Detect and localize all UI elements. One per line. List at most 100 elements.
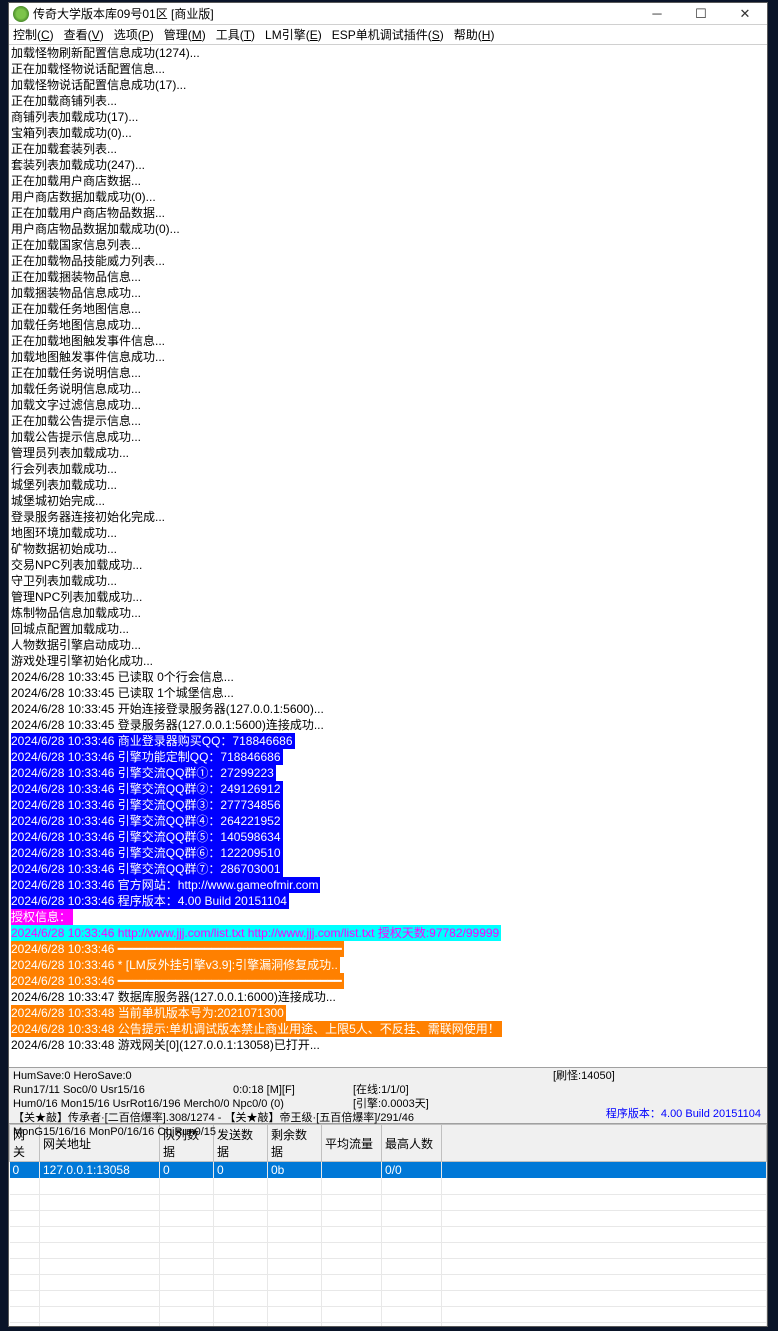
log-line: 2024/6/28 10:33:45 已读取 1个城堡信息... [11, 685, 765, 701]
log-line: 2024/6/28 10:33:45 开始连接登录服务器(127.0.0.1:5… [11, 701, 765, 717]
log-line: 正在加载怪物说话配置信息... [11, 61, 765, 77]
log-line: 加载文字过滤信息成功... [11, 397, 765, 413]
menu-item-h[interactable]: 帮助(H) [454, 26, 495, 43]
menu-item-s[interactable]: ESP单机调试插件(S) [332, 26, 444, 43]
cell-max: 0/0 [382, 1162, 442, 1179]
app-window: 传奇大学版本库09号01区 [商业版] ─ ☐ ✕ 控制(C) 查看(V) 选项(P… [8, 2, 768, 1327]
table-row [10, 1290, 767, 1306]
minimize-button[interactable]: ─ [635, 3, 679, 25]
log-line: 人物数据引擎启动成功... [11, 637, 765, 653]
log-line: 正在加载国家信息列表... [11, 237, 765, 253]
log-line: 2024/6/28 10:33:46 官方网站：http://www.gameo… [11, 877, 765, 893]
log-line: 行会列表加载成功... [11, 461, 765, 477]
menu-item-t[interactable]: 工具(T) [216, 26, 255, 43]
status-refresh: [刷怪:14050] [553, 1069, 615, 1083]
log-line: 交易NPC列表加载成功... [11, 557, 765, 573]
close-button[interactable]: ✕ [723, 3, 767, 25]
log-line: 2024/6/28 10:33:46 * [LM反外挂引擎v3.9]:引擎漏洞修… [11, 957, 765, 973]
status-engine: [引擎:0.0003天] [353, 1097, 429, 1111]
log-line: 游戏处理引擎初始化成功... [11, 653, 765, 669]
log-line: 2024/6/28 10:33:46 程序版本：4.00 Build 20151… [11, 893, 765, 909]
table-row [10, 1210, 767, 1226]
log-line: 管理NPC列表加载成功... [11, 589, 765, 605]
log-line: 授权信息： [11, 909, 765, 925]
log-line: 2024/6/28 10:33:46 引擎交流QQ群②：249126912 [11, 781, 765, 797]
status-keys: 【关★敲】传承者·[二百倍爆率].308/1274 - 【关★敲】帝王级·[五百… [13, 1111, 414, 1125]
log-line: 加载地图触发事件信息成功... [11, 349, 765, 365]
log-line: 正在加载公告提示信息... [11, 413, 765, 429]
table-row [10, 1226, 767, 1242]
log-line: 2024/6/28 10:33:46 引擎功能定制QQ：718846686 [11, 749, 765, 765]
log-line: 守卫列表加载成功... [11, 573, 765, 589]
table-row [10, 1258, 767, 1274]
cell-r: 0b [268, 1162, 322, 1179]
log-line: 2024/6/28 10:33:45 登录服务器(127.0.0.1:5600)… [11, 717, 765, 733]
log-line: 2024/6/28 10:33:46 引擎交流QQ群⑦：286703001 [11, 861, 765, 877]
log-line: 用户商店数据加载成功(0)... [11, 189, 765, 205]
log-line: 加载怪物说话配置信息成功(17)... [11, 77, 765, 93]
cell-avg [322, 1162, 382, 1179]
log-line: 炼制物品信息加载成功... [11, 605, 765, 621]
menu-item-e[interactable]: LM引擎(E) [265, 26, 322, 43]
log-line: 套装列表加载成功(247)... [11, 157, 765, 173]
log-line: 2024/6/28 10:33:47 数据库服务器(127.0.0.1:6000… [11, 989, 765, 1005]
log-line: 商铺列表加载成功(17)... [11, 109, 765, 125]
log-line: 2024/6/28 10:33:46 ━━━━━━━━━━━━━━━━━━━━━… [11, 973, 765, 989]
menu-bar: 控制(C) 查看(V) 选项(P) 管理(M) 工具(T) LM引擎(E) ESP单机调试插… [9, 25, 767, 45]
log-line: 矿物数据初始成功... [11, 541, 765, 557]
log-line: 正在加载物品技能威力列表... [11, 253, 765, 269]
cell-q: 0 [160, 1162, 214, 1179]
menu-item-c[interactable]: 控制(C) [13, 26, 54, 43]
gateway-table: 网关网关地址队列数据发送数据剩余数据平均流量最高人数 0127.0.0.1:13… [9, 1124, 767, 1326]
table-row [10, 1178, 767, 1194]
log-line: 正在加载捆装物品信息... [11, 269, 765, 285]
log-line: 2024/6/28 10:33:48 公告提示:单机调试版本禁止商业用途、上限5… [11, 1021, 765, 1037]
log-line: 2024/6/28 10:33:45 已读取 0个行会信息... [11, 669, 765, 685]
log-line: 宝箱列表加载成功(0)... [11, 125, 765, 141]
status-humsave: HumSave:0 HeroSave:0 [13, 1069, 353, 1083]
menu-item-m[interactable]: 管理(M) [164, 26, 206, 43]
window-title: 传奇大学版本库09号01区 [商业版] [33, 5, 635, 22]
menu-item-p[interactable]: 选项(P) [114, 26, 154, 43]
log-line: 正在加载任务说明信息... [11, 365, 765, 381]
menu-item-v[interactable]: 查看(V) [64, 26, 104, 43]
log-line: 2024/6/28 10:33:48 游戏网关[0](127.0.0.1:130… [11, 1037, 765, 1053]
log-line: 正在加载套装列表... [11, 141, 765, 157]
table-row[interactable]: 0127.0.0.1:13058000b0/0 [10, 1162, 767, 1179]
table-row [10, 1274, 767, 1290]
log-line: 正在加载任务地图信息... [11, 301, 765, 317]
log-line: 2024/6/28 10:33:46 商业登录器购买QQ：718846686 [11, 733, 765, 749]
log-line: 加载怪物刷新配置信息成功(1274)... [11, 45, 765, 61]
log-pane[interactable]: 加载怪物刷新配置信息成功(1274)...正在加载怪物说话配置信息...加载怪物… [9, 45, 767, 1067]
log-line: 登录服务器连接初始化完成... [11, 509, 765, 525]
table-row [10, 1306, 767, 1322]
log-line: 地图环境加载成功... [11, 525, 765, 541]
status-blank [353, 1069, 553, 1083]
log-line: 加载捆装物品信息成功... [11, 285, 765, 301]
log-line: 加载任务地图信息成功... [11, 317, 765, 333]
log-line: 管理员列表加载成功... [11, 445, 765, 461]
log-line: 2024/6/28 10:33:46 http://www.jjj.com/li… [11, 925, 765, 941]
table-row [10, 1242, 767, 1258]
log-line: 加载任务说明信息成功... [11, 381, 765, 397]
log-line: 正在加载用户商店物品数据... [11, 205, 765, 221]
app-icon [13, 6, 29, 22]
log-line: 正在加载地图触发事件信息... [11, 333, 765, 349]
status-hum: Hum0/16 Mon15/16 UsrRot16/196 Merch0/0 N… [13, 1097, 353, 1111]
log-line: 城堡城初始完成... [11, 493, 765, 509]
status-run: Run17/11 Soc0/0 Usr15/16 [13, 1083, 233, 1097]
gateway-grid[interactable]: 网关网关地址队列数据发送数据剩余数据平均流量最高人数 0127.0.0.1:13… [9, 1123, 767, 1326]
table-row [10, 1322, 767, 1326]
log-line: 2024/6/28 10:33:48 当前单机版本号为:2021071300 [11, 1005, 765, 1021]
log-line: 城堡列表加载成功... [11, 477, 765, 493]
log-line: 2024/6/28 10:33:46 引擎交流QQ群⑥：122209510 [11, 845, 765, 861]
status-panel: HumSave:0 HeroSave:0 [刷怪:14050] Run17/11… [9, 1067, 767, 1123]
maximize-button[interactable]: ☐ [679, 3, 723, 25]
status-time: 0:0:18 [M][F] [233, 1083, 353, 1097]
log-line: 加载公告提示信息成功... [11, 429, 765, 445]
log-line: 回城点配置加载成功... [11, 621, 765, 637]
title-bar: 传奇大学版本库09号01区 [商业版] ─ ☐ ✕ [9, 3, 767, 25]
table-row [10, 1194, 767, 1210]
status-online: [在线:1/1/0] [353, 1083, 409, 1097]
cell-s: 0 [214, 1162, 268, 1179]
